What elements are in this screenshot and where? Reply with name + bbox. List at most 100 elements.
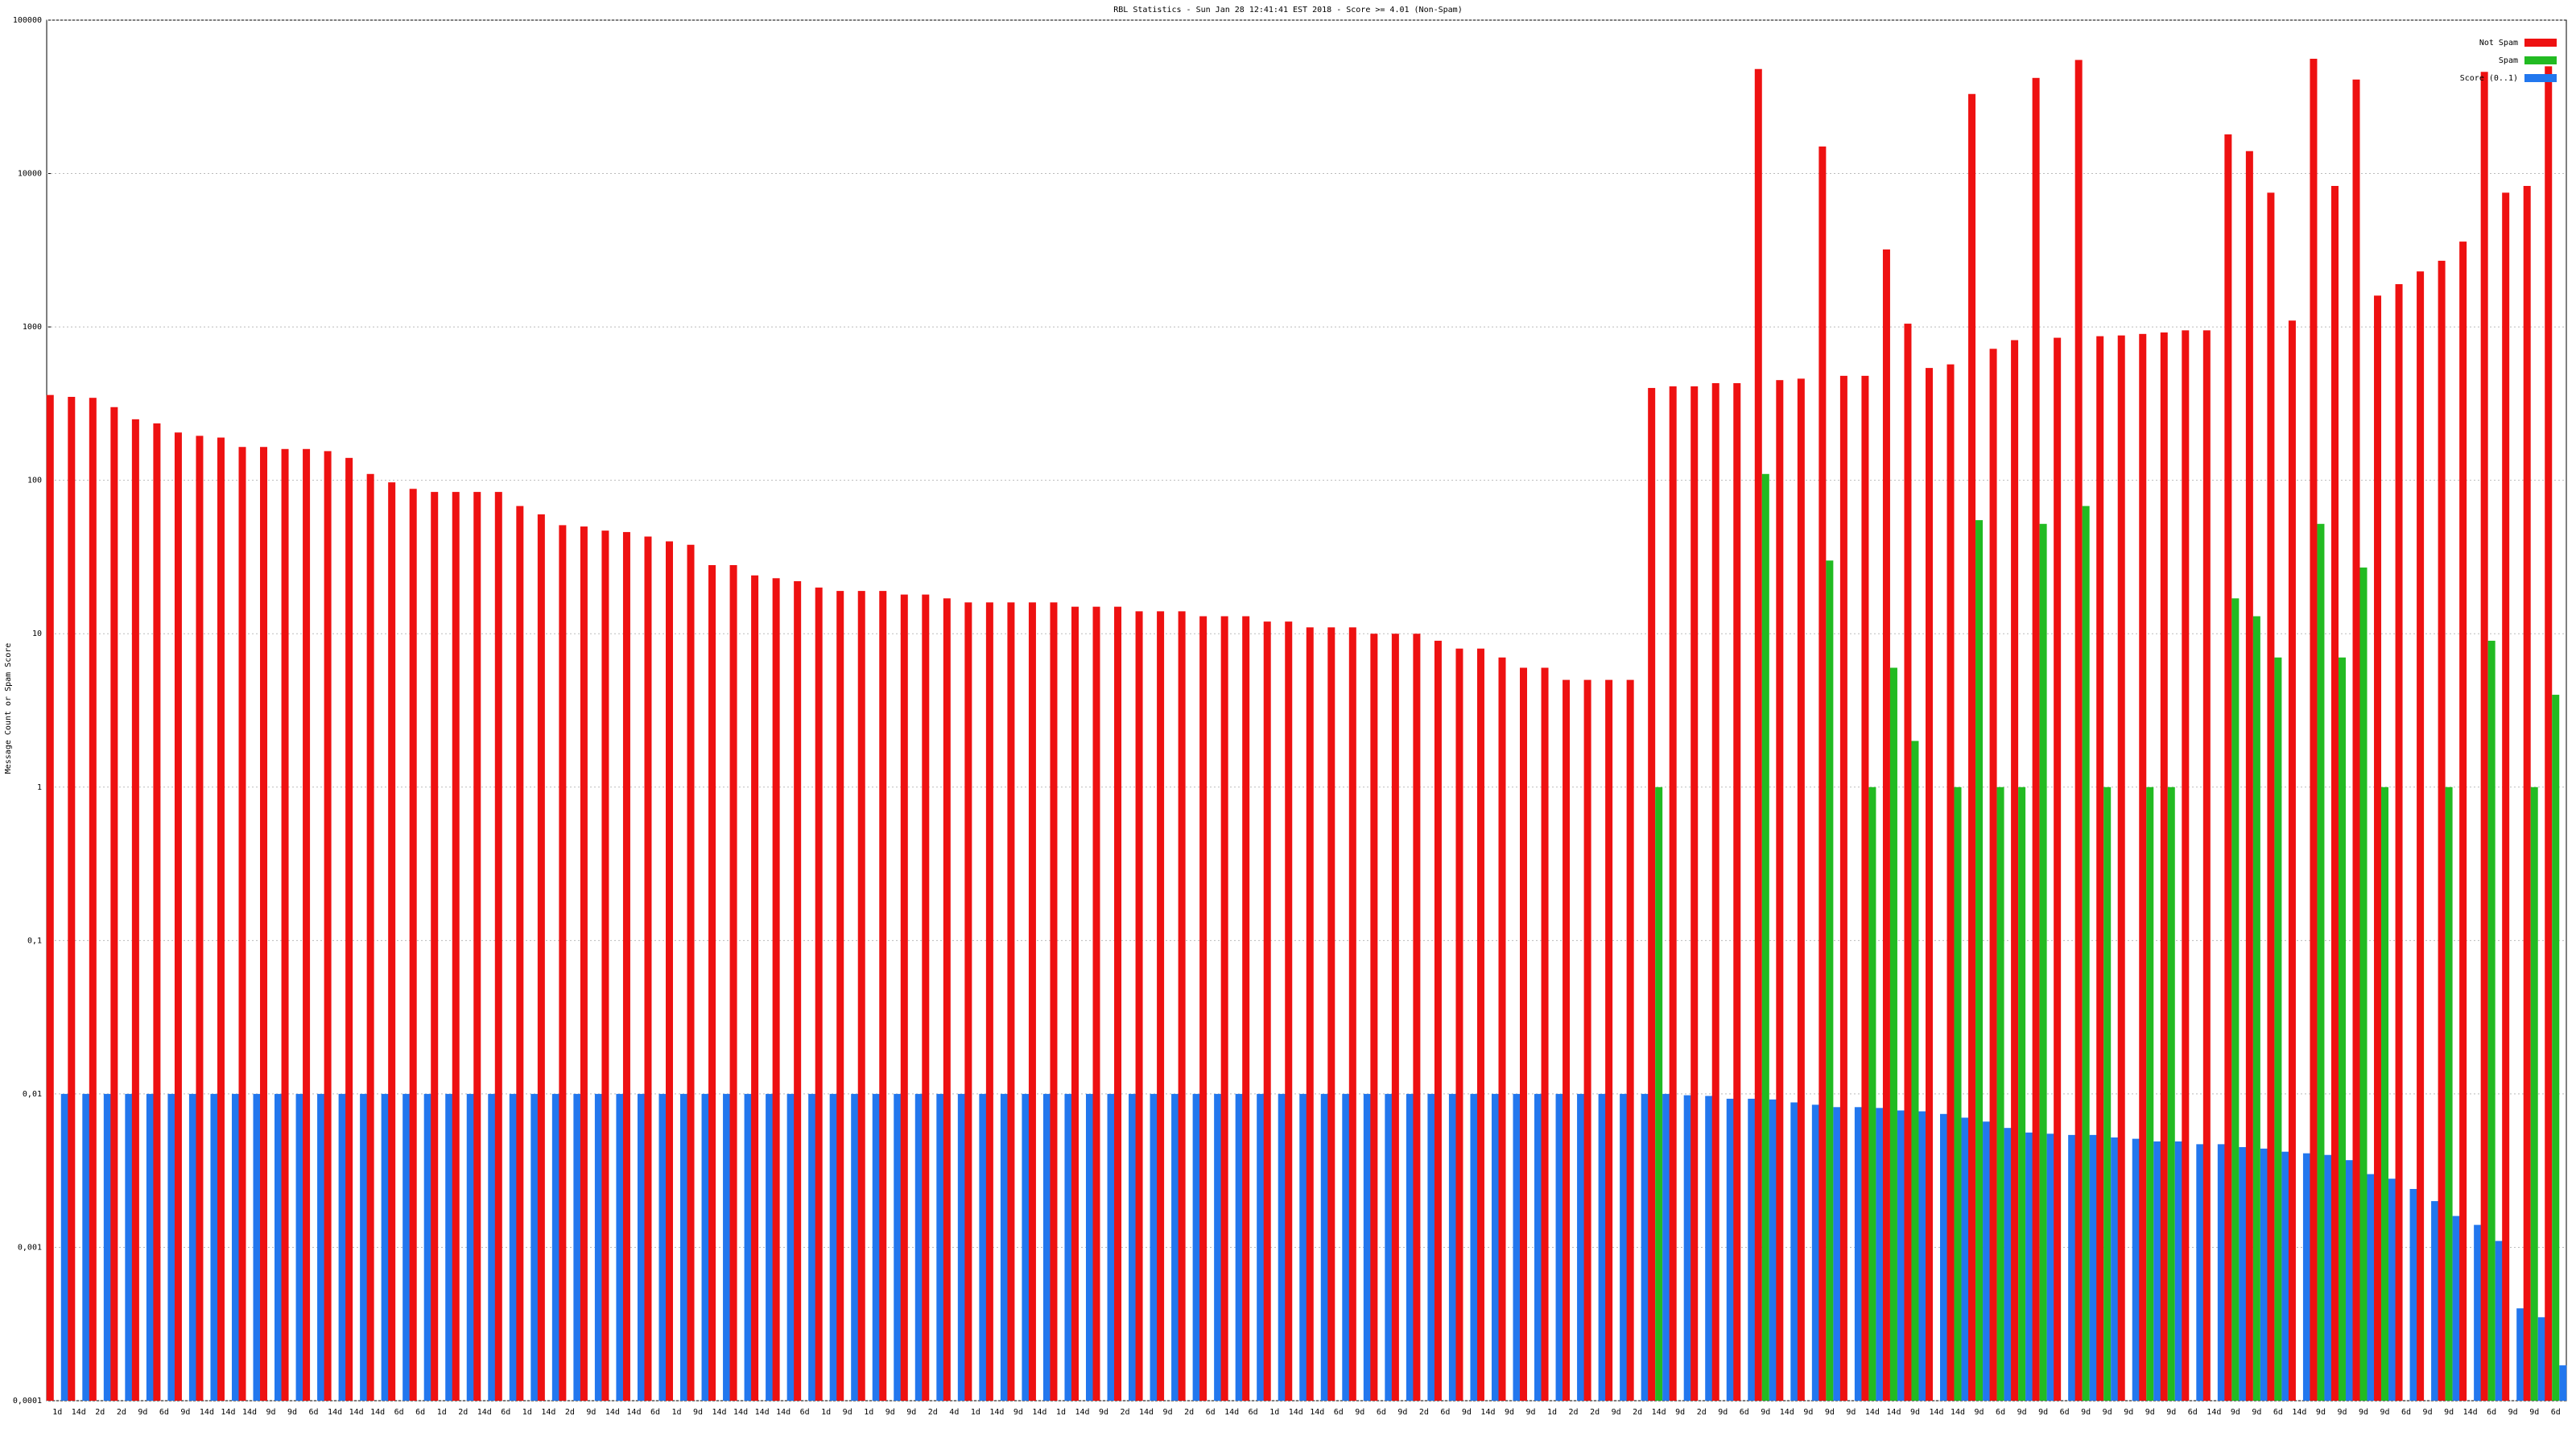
bar xyxy=(1348,627,1356,1401)
x-tick-label: 14d xyxy=(712,1408,727,1417)
bar xyxy=(1114,606,1122,1401)
bar xyxy=(2260,1148,2268,1401)
bar xyxy=(1107,1093,1115,1401)
bar xyxy=(1214,1093,1222,1401)
x-tick-label: 9d xyxy=(1910,1408,1920,1417)
bar xyxy=(1150,1093,1158,1401)
bar xyxy=(2146,786,2154,1401)
x-tick-label: 14d xyxy=(1865,1408,1880,1417)
x-tick-label: 9d xyxy=(2529,1408,2539,1417)
legend-label: Not Spam xyxy=(2479,39,2518,47)
x-tick-label: 14d xyxy=(477,1408,492,1417)
bar xyxy=(494,492,502,1401)
bar xyxy=(2217,1144,2225,1401)
bar xyxy=(2011,340,2019,1401)
bar xyxy=(708,565,716,1401)
bar xyxy=(1257,1093,1265,1401)
bar xyxy=(2167,786,2175,1401)
x-tick-label: 14d xyxy=(1929,1408,1943,1417)
x-tick-label: 6d xyxy=(394,1408,404,1417)
y-tick-label: 0,01 xyxy=(23,1090,42,1099)
bar xyxy=(1989,349,1997,1401)
bar xyxy=(2025,1132,2033,1401)
bar xyxy=(1129,1093,1137,1401)
x-tick-label: 9d xyxy=(1803,1408,1813,1417)
x-tick-label: 9d xyxy=(2166,1408,2176,1417)
bar xyxy=(1413,634,1421,1401)
bar xyxy=(125,1093,133,1401)
bar xyxy=(1085,1093,1093,1401)
bar xyxy=(2139,333,2147,1401)
bar xyxy=(1327,627,1335,1401)
x-tick-label: 9d xyxy=(2252,1408,2261,1417)
x-tick-label: 9d xyxy=(2508,1408,2518,1417)
x-tick-label: 9d xyxy=(2038,1408,2048,1417)
x-tick-label: 6d xyxy=(650,1408,660,1417)
bar xyxy=(1868,786,1876,1401)
x-tick-label: 6d xyxy=(2060,1408,2070,1417)
x-tick-label: 6d xyxy=(800,1408,810,1417)
x-tick-label: 9d xyxy=(886,1408,895,1417)
x-tick-label: 14d xyxy=(72,1408,86,1417)
bar xyxy=(466,1093,474,1401)
bar xyxy=(964,602,972,1401)
y-tick-label: 10 xyxy=(32,630,42,638)
bar xyxy=(2310,58,2318,1402)
bar xyxy=(1385,1093,1393,1401)
x-tick-label: 9d xyxy=(2017,1408,2027,1417)
bar xyxy=(2487,640,2496,1401)
x-tick-label: 6d xyxy=(2273,1408,2283,1417)
x-tick-label: 14d xyxy=(1139,1408,1154,1417)
y-tick-label: 0,001 xyxy=(18,1243,42,1252)
bar xyxy=(1605,679,1613,1401)
bar xyxy=(1833,1107,1841,1401)
bar xyxy=(1776,380,1784,1402)
x-tick-label: 14d xyxy=(1652,1408,1666,1417)
bar xyxy=(1754,68,1762,1402)
x-tick-label: 6d xyxy=(1377,1408,1386,1417)
x-tick-label: 14d xyxy=(1289,1408,1303,1417)
bar xyxy=(879,591,887,1401)
bar xyxy=(2245,151,2253,1401)
bar xyxy=(559,525,567,1401)
x-tick-label: 6d xyxy=(309,1408,319,1417)
bar xyxy=(281,448,289,1401)
bar xyxy=(1577,1093,1585,1401)
bar xyxy=(530,1093,539,1401)
bar xyxy=(808,1093,816,1401)
bar xyxy=(1370,634,1378,1401)
x-tick-label: 2d xyxy=(1419,1408,1429,1417)
x-tick-label: 2d xyxy=(928,1408,938,1417)
bar xyxy=(360,1093,368,1401)
x-tick-label: 14d xyxy=(1480,1408,1495,1417)
x-tick-label: 14d xyxy=(733,1408,748,1417)
bar xyxy=(2267,192,2275,1402)
bar xyxy=(1000,1093,1008,1401)
x-tick-label: 14d xyxy=(605,1408,620,1417)
y-tick-label: 100 xyxy=(27,477,42,485)
bar xyxy=(2231,598,2240,1401)
bar xyxy=(644,536,652,1402)
x-tick-label: 14d xyxy=(1310,1408,1324,1417)
x-tick-label: 1d xyxy=(437,1408,447,1417)
x-tick-label: 14d xyxy=(221,1408,235,1417)
y-tick-label: 1000 xyxy=(23,323,42,332)
bar xyxy=(1199,616,1208,1401)
x-tick-label: 14d xyxy=(2292,1408,2306,1417)
bar xyxy=(2502,192,2510,1402)
x-tick-label: 9d xyxy=(1612,1408,1621,1417)
bar xyxy=(82,1093,90,1401)
x-tick-label: 14d xyxy=(541,1408,555,1417)
bar xyxy=(1220,616,1228,1401)
bar xyxy=(1897,1110,1905,1401)
x-tick-label: 14d xyxy=(2463,1408,2478,1417)
bar xyxy=(2302,1153,2310,1401)
x-tick-label: 1d xyxy=(821,1408,831,1417)
bar xyxy=(658,1093,667,1401)
chart-title: RBL Statistics - Sun Jan 28 12:41:41 EST… xyxy=(1113,6,1462,14)
bar xyxy=(1448,1093,1456,1401)
y-tick-label: 10000 xyxy=(18,170,42,179)
bar xyxy=(1534,1093,1542,1401)
bar xyxy=(2182,330,2190,1402)
bar xyxy=(1811,1104,1819,1401)
